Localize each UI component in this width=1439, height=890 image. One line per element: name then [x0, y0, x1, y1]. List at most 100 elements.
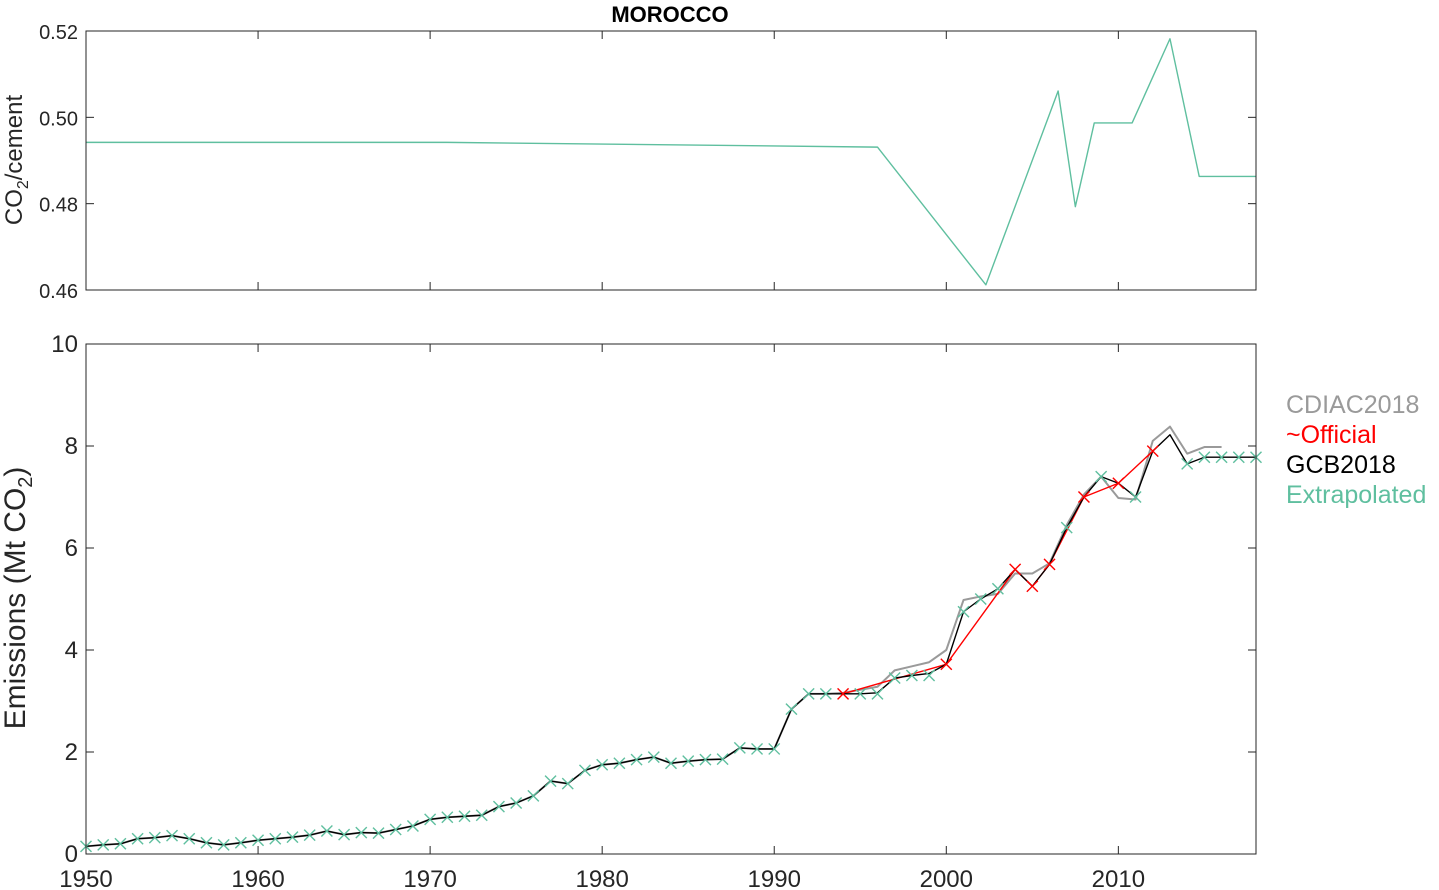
extrapolated-marker	[492, 800, 505, 813]
extrapolated-marker	[252, 834, 265, 847]
extrapolated-marker	[888, 672, 901, 685]
y-tick-label: 0.48	[39, 195, 78, 217]
extrapolated-marker	[974, 593, 987, 605]
bottom-y-axis-label: Emissions (Mt CO2)	[0, 467, 37, 730]
extrapolated-marker	[234, 836, 247, 849]
bottom-y-label-part-2: )	[0, 467, 32, 477]
top-y-label-part-2: /cement	[1, 95, 28, 181]
x-tick-label: 2010	[1092, 866, 1145, 890]
extrapolated-marker	[819, 687, 832, 700]
extrapolated-marker	[785, 703, 798, 716]
extrapolated-marker	[389, 823, 402, 836]
legend-extrapolated: Extrapolated	[1286, 481, 1426, 509]
extrapolated-marker	[596, 758, 609, 771]
extrapolated-marker	[699, 753, 712, 766]
legend-gcb2018: GCB2018	[1286, 451, 1396, 479]
extrapolated-marker	[458, 810, 471, 823]
extrapolated-marker	[97, 838, 110, 851]
x-tick-label: 1950	[59, 866, 112, 890]
extrapolated-marker	[1215, 451, 1228, 464]
extrapolated-marker	[510, 797, 523, 809]
legend-official: ~Official	[1286, 421, 1377, 449]
extrapolated-marker	[647, 751, 660, 764]
x-tick-label: 1970	[403, 866, 456, 890]
extrapolated-marker	[854, 687, 867, 700]
extrapolated-marker	[217, 838, 230, 851]
series-line-gcb2018	[85, 434, 1256, 848]
extrapolated-marker	[527, 789, 540, 802]
extrapolated-marker	[561, 777, 574, 790]
official-marker	[1043, 558, 1056, 571]
top-y-label-subscript: 2	[15, 180, 32, 189]
extrapolated-marker	[991, 582, 1004, 595]
y-tick-label: 6	[65, 535, 78, 562]
x-tick-label: 1990	[748, 866, 801, 890]
x-tick-label: 1960	[231, 866, 284, 890]
bottom-axis-ticks: 1950 1960 1970 1980 1990 2000 2010 0 2 4 6 8 10	[51, 331, 1256, 890]
cement-ratio-panel: MOROCCO CO2/cement 0.46 0.48 0.50 0.52	[1, 2, 1257, 303]
extrapolated-marker	[355, 826, 368, 839]
extrapolated-marker	[424, 813, 437, 826]
extrapolated-marker	[1181, 457, 1194, 470]
top-y-label-part-1: CO	[1, 189, 28, 225]
extrapolated-marker	[957, 605, 970, 618]
bottom-plot-frame	[85, 343, 1257, 855]
extrapolated-marker	[166, 829, 179, 842]
bottom-series-markers	[80, 445, 1262, 853]
x-tick-label: 1980	[575, 866, 628, 890]
extrapolated-marker	[871, 687, 884, 700]
extrapolated-marker	[114, 837, 127, 850]
official-marker	[1112, 477, 1125, 490]
extrapolated-marker	[131, 832, 144, 845]
top-y-axis-label: CO2/cement	[1, 95, 32, 226]
legend: CDIAC2018 ~Official GCB2018 Extrapolated	[1286, 391, 1426, 509]
y-tick-label: 8	[65, 433, 78, 460]
extrapolated-marker	[183, 832, 196, 845]
extrapolated-marker	[1198, 451, 1211, 464]
top-plot-frame	[85, 30, 1257, 291]
extrapolated-marker	[630, 753, 643, 766]
extrapolated-marker	[320, 825, 333, 838]
extrapolated-marker	[200, 836, 213, 849]
series-line--official	[842, 450, 1154, 695]
official-marker	[837, 687, 850, 700]
y-tick-label: 0	[65, 841, 78, 868]
series-line-cdiac2018	[85, 425, 1222, 848]
extrapolated-marker	[372, 827, 385, 840]
y-tick-label: 2	[65, 739, 78, 766]
extrapolated-marker	[1129, 491, 1142, 503]
extrapolated-marker	[338, 828, 351, 841]
y-tick-label: 10	[51, 331, 78, 358]
extrapolated-marker	[1060, 521, 1073, 534]
extrapolated-marker	[441, 811, 454, 824]
extrapolated-marker	[406, 819, 419, 832]
extrapolated-marker	[286, 831, 299, 844]
extrapolated-marker	[716, 753, 729, 766]
extrapolated-marker	[1232, 451, 1245, 464]
emissions-panel: Emissions (Mt CO2) 1950 1960 1970 1980 1990 2…	[0, 331, 1262, 890]
y-tick-label: 0.50	[39, 108, 78, 130]
extrapolated-marker	[923, 669, 936, 682]
top-series-lines	[86, 38, 1256, 286]
extrapolated-marker	[751, 742, 764, 755]
extrapolated-marker	[613, 757, 626, 770]
official-marker	[1009, 563, 1022, 576]
x-tick-label: 2000	[920, 866, 973, 890]
extrapolated-marker	[148, 831, 161, 844]
y-tick-label: 0.46	[39, 281, 78, 303]
extrapolated-marker	[544, 775, 557, 788]
top-axis-ticks: 0.46 0.48 0.50 0.52	[39, 22, 1256, 303]
y-tick-label: 0.52	[39, 22, 78, 44]
bottom-y-label-part-1: Emissions (Mt CO	[0, 488, 32, 730]
extrapolated-marker	[733, 741, 746, 754]
official-marker	[1026, 580, 1039, 593]
legend-cdiac2018: CDIAC2018	[1286, 391, 1419, 419]
series-line-ratio	[86, 38, 1256, 286]
extrapolated-marker	[802, 687, 815, 700]
extrapolated-marker	[905, 669, 918, 682]
extrapolated-marker	[768, 742, 781, 755]
bottom-series-lines	[85, 425, 1256, 848]
official-marker	[1146, 445, 1159, 458]
official-marker	[940, 658, 953, 671]
